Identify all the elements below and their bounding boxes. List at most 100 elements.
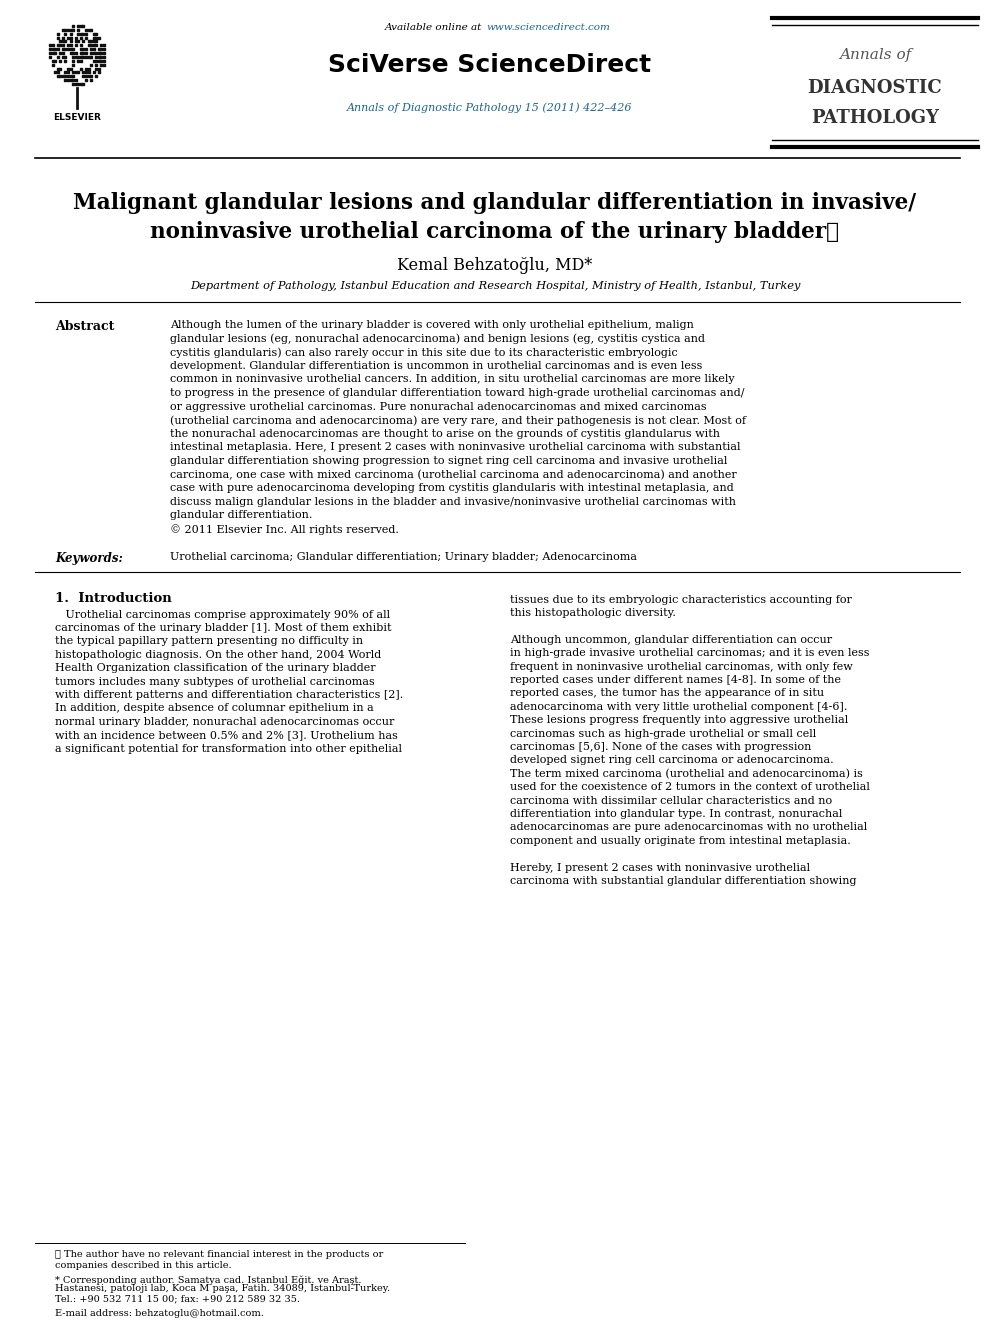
Point <box>50 26 65 48</box>
Point <box>48 50 63 71</box>
Point <box>91 38 107 59</box>
Point <box>88 66 104 87</box>
Point <box>65 54 81 75</box>
Text: www.sciencedirect.com: www.sciencedirect.com <box>486 24 610 33</box>
Point <box>83 66 99 87</box>
Text: Annals of Diagnostic Pathology 15 (2011) 422–426: Annals of Diagnostic Pathology 15 (2011)… <box>347 103 633 114</box>
Point <box>75 30 91 51</box>
Point <box>52 50 68 71</box>
Point <box>93 50 109 71</box>
Point <box>88 46 104 67</box>
Text: These lesions progress frequently into aggressive urothelial: These lesions progress frequently into a… <box>510 715 848 725</box>
Point <box>83 34 99 55</box>
Point <box>91 46 107 67</box>
Point <box>75 38 91 59</box>
Text: carcinomas [5,6]. None of the cases with progression: carcinomas [5,6]. None of the cases with… <box>510 742 812 752</box>
Point <box>83 38 99 59</box>
Point <box>91 62 107 83</box>
Point <box>83 30 99 51</box>
Point <box>96 50 112 71</box>
Text: in high-grade invasive urothelial carcinomas; and it is even less: in high-grade invasive urothelial carcin… <box>510 648 869 659</box>
Point <box>50 34 65 55</box>
Point <box>73 26 89 48</box>
Point <box>86 22 102 44</box>
Point <box>88 42 104 63</box>
Point <box>43 46 58 67</box>
Point <box>57 22 73 44</box>
Point <box>78 62 94 83</box>
Text: Urothelial carcinomas comprise approximately 90% of all: Urothelial carcinomas comprise approxima… <box>55 610 390 619</box>
Point <box>65 74 81 95</box>
Point <box>83 42 99 63</box>
Point <box>91 26 107 48</box>
Point <box>93 42 109 63</box>
Text: The term mixed carcinoma (urothelial and adenocarcinoma) is: The term mixed carcinoma (urothelial and… <box>510 768 863 779</box>
Point <box>70 50 86 71</box>
Text: Tel.: +90 532 711 15 00; fax: +90 212 589 32 35.: Tel.: +90 532 711 15 00; fax: +90 212 58… <box>55 1295 300 1304</box>
Point <box>65 16 81 37</box>
Text: intestinal metaplasia. Here, I present 2 cases with noninvasive urothelial carci: intestinal metaplasia. Here, I present 2… <box>170 442 741 453</box>
Point <box>43 42 58 63</box>
Point <box>65 46 81 67</box>
Point <box>67 62 83 83</box>
Point <box>45 38 60 59</box>
Point <box>78 20 94 41</box>
Point <box>57 30 73 51</box>
Point <box>57 70 73 91</box>
Point <box>70 62 86 83</box>
Point <box>73 38 89 59</box>
Text: common in noninvasive urothelial cancers. In addition, in situ urothelial carcin: common in noninvasive urothelial cancers… <box>170 375 735 384</box>
Point <box>62 22 78 44</box>
Point <box>80 58 96 79</box>
Point <box>93 46 109 67</box>
Point <box>88 58 104 79</box>
Text: PATHOLOGY: PATHOLOGY <box>811 110 939 127</box>
Point <box>70 74 86 95</box>
Text: adenocarcinoma with very little urothelial component [4-6].: adenocarcinoma with very little urotheli… <box>510 702 847 711</box>
Point <box>57 20 73 41</box>
Point <box>73 22 89 44</box>
Point <box>45 50 60 71</box>
Text: noninvasive urothelial carcinoma of the urinary bladder☆: noninvasive urothelial carcinoma of the … <box>150 220 840 243</box>
Point <box>54 42 70 63</box>
Point <box>70 22 86 44</box>
Point <box>65 42 81 63</box>
Point <box>67 34 83 55</box>
Text: adenocarcinomas are pure adenocarcinomas with no urothelial: adenocarcinomas are pure adenocarcinomas… <box>510 822 867 833</box>
Point <box>54 66 70 87</box>
Point <box>75 46 91 67</box>
Point <box>67 30 83 51</box>
Text: Kemal Behzatoğlu, MD*: Kemal Behzatoğlu, MD* <box>397 257 593 275</box>
Point <box>62 38 78 59</box>
Point <box>52 66 68 87</box>
Text: discuss malign glandular lesions in the bladder and invasive/noninvasive urothel: discuss malign glandular lesions in the … <box>170 496 736 507</box>
Point <box>86 30 102 51</box>
Point <box>62 30 78 51</box>
Point <box>67 42 83 63</box>
Point <box>57 62 73 83</box>
Text: developed signet ring cell carcinoma or adenocarcinoma.: developed signet ring cell carcinoma or … <box>510 755 834 766</box>
Point <box>65 50 81 71</box>
Point <box>54 38 70 59</box>
Text: ☆ The author have no relevant financial interest in the products or: ☆ The author have no relevant financial … <box>55 1250 383 1259</box>
Point <box>80 30 96 51</box>
Point <box>83 20 99 41</box>
Point <box>60 58 76 79</box>
Point <box>70 20 86 41</box>
Point <box>54 26 70 48</box>
Point <box>73 58 89 79</box>
Point <box>83 46 99 67</box>
Point <box>86 38 102 59</box>
Text: tumors includes many subtypes of urothelial carcinomas: tumors includes many subtypes of urothel… <box>55 677 375 686</box>
Point <box>96 42 112 63</box>
Text: carcinoma with dissimilar cellular characteristics and no: carcinoma with dissimilar cellular chara… <box>510 796 833 805</box>
Point <box>50 58 65 79</box>
Text: this histopathologic diversity.: this histopathologic diversity. <box>510 609 676 618</box>
Point <box>60 66 76 87</box>
Text: differentiation into glandular type. In contrast, nonurachal: differentiation into glandular type. In … <box>510 809 842 818</box>
Point <box>50 46 65 67</box>
Text: cystitis glandularis) can also rarely occur in this site due to its characterist: cystitis glandularis) can also rarely oc… <box>170 347 678 358</box>
Point <box>80 46 96 67</box>
Text: Department of Pathology, Istanbul Education and Research Hospital, Ministry of H: Department of Pathology, Istanbul Educat… <box>190 281 800 290</box>
Text: Available online at: Available online at <box>384 24 485 33</box>
